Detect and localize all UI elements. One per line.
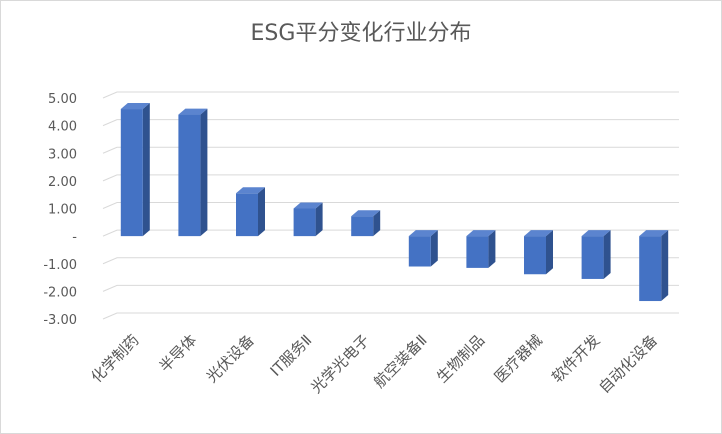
y-tick-label: 5.00 [48, 92, 77, 107]
bar-top [524, 230, 553, 237]
x-tick-label: 光伏设备 [203, 331, 258, 386]
bar-front [639, 236, 662, 302]
bar-side [488, 230, 496, 268]
x-tick-label: 航空装备Ⅱ [370, 331, 430, 391]
y-tick-label: 1.00 [48, 203, 77, 218]
x-tick-label: 软件开发 [548, 331, 603, 386]
bar [408, 230, 438, 267]
y-tick-label: 2.00 [48, 175, 77, 190]
bar-top [466, 230, 496, 237]
bar-front [178, 114, 201, 237]
bar-side [200, 108, 208, 237]
bar-top [120, 103, 150, 110]
bar-side [546, 230, 553, 275]
bar [524, 230, 553, 275]
gridline [102, 146, 679, 154]
y-tick-label: - [72, 230, 77, 245]
bar-front [120, 109, 143, 237]
x-tick-label: 半导体 [156, 331, 201, 376]
gridline [102, 312, 679, 320]
bar [466, 230, 496, 268]
y-tick-label: 4.00 [48, 120, 77, 135]
bar-front [236, 193, 258, 237]
y-tick-label: -2.00 [43, 285, 77, 300]
bar-top [351, 210, 381, 217]
bars [120, 103, 669, 302]
bar-top [236, 187, 265, 194]
bar-top [178, 108, 208, 115]
bar-side [373, 210, 381, 237]
gridline [102, 284, 679, 292]
gridline [102, 91, 679, 99]
bar-side [315, 202, 323, 237]
bar-side [142, 103, 150, 237]
x-tick-label: 光学光电子 [307, 331, 373, 397]
x-tick-label: 医疗器械 [491, 331, 546, 386]
bar-front [581, 236, 604, 279]
gridline [102, 202, 679, 209]
bar [178, 108, 208, 237]
bar-side [603, 230, 611, 279]
bar-top [293, 202, 323, 209]
bar-side [258, 187, 265, 237]
bar-top [639, 230, 669, 237]
bar-side [661, 230, 669, 302]
gridline [102, 174, 679, 182]
x-tick-label: 生物制品 [433, 331, 488, 386]
y-tick-label: -1.00 [43, 258, 77, 273]
bar-top [581, 230, 611, 237]
bar-side [430, 230, 438, 267]
x-tick-label: 自动化设备 [595, 331, 661, 397]
bar-front [351, 216, 374, 237]
bar [581, 230, 611, 279]
x-tick-label: IT服务Ⅱ [267, 331, 316, 380]
bar-front [408, 236, 431, 267]
bar [639, 230, 669, 302]
bar [351, 210, 381, 237]
bar-front [293, 208, 316, 237]
gridline [102, 119, 679, 127]
y-tick-label: 3.00 [48, 147, 77, 162]
chart-title: ESG平分变化行业分布 [250, 21, 472, 46]
bar [236, 187, 265, 237]
bar [120, 103, 150, 237]
bar-top [408, 230, 438, 237]
y-axis-ticks: 5.00 4.00 3.00 2.00 1.00 - -1.00 -2.00 -3.00 [43, 92, 77, 328]
bar-front [524, 236, 546, 275]
bar-front [466, 236, 489, 268]
y-tick-label: -3.00 [43, 313, 77, 328]
x-tick-label: 化学制药 [87, 331, 142, 386]
bar [293, 202, 323, 237]
